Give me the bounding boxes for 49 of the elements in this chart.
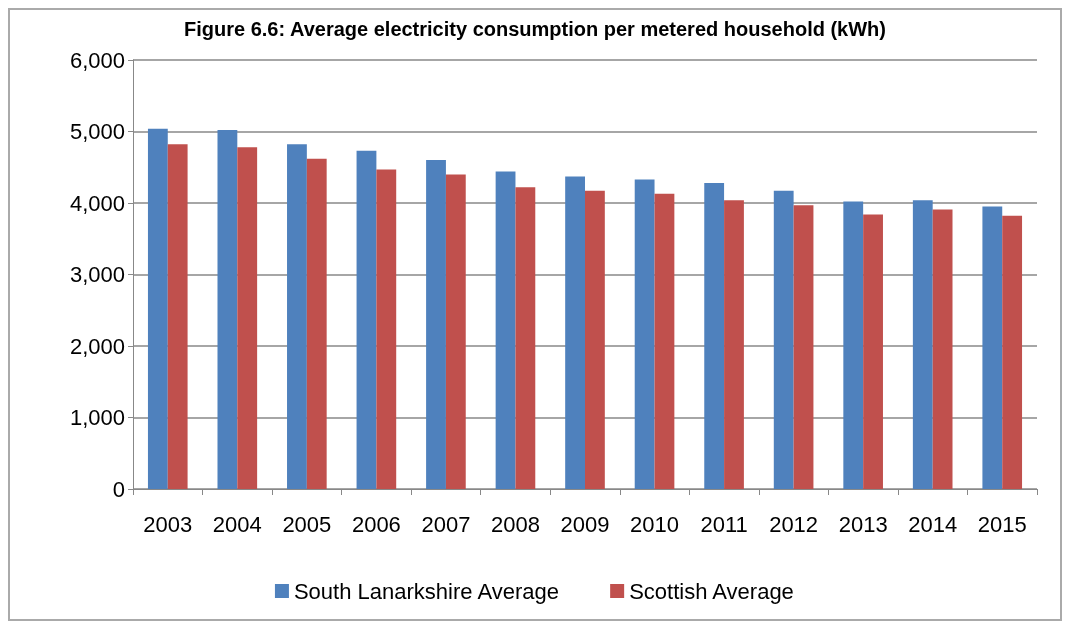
- x-tick-label: 2015: [977, 511, 1027, 537]
- chart-title: Figure 6.6: Average electricity consumption per metered household (kWh): [184, 18, 886, 40]
- x-tick-label: 2007: [421, 511, 471, 537]
- y-tick-label: 2,000: [69, 333, 125, 359]
- x-tick-label: 2014: [908, 511, 958, 537]
- bar: [793, 205, 814, 489]
- bar: [167, 144, 188, 489]
- bar: [843, 201, 864, 489]
- y-tick-label: 5,000: [69, 119, 125, 144]
- y-tick-label: 4,000: [69, 190, 125, 216]
- x-tick-label: 2012: [769, 511, 819, 537]
- y-tick-label: 1,000: [69, 405, 125, 430]
- bar: [306, 158, 327, 489]
- bar: [287, 144, 307, 489]
- bar: [217, 130, 238, 489]
- bar: [356, 150, 377, 489]
- x-tick-label: 2011: [700, 511, 748, 537]
- bar: [863, 214, 883, 489]
- bar: [426, 160, 446, 489]
- bar: [634, 179, 655, 489]
- bar: [515, 187, 536, 489]
- bar: [654, 193, 675, 489]
- x-tick-label: 2009: [560, 511, 610, 537]
- x-tick-label: 2004: [212, 511, 262, 537]
- x-tick-label: 2008: [490, 511, 540, 537]
- bar: [495, 171, 516, 489]
- x-tick-label: 2006: [351, 511, 401, 537]
- bar: [932, 209, 953, 489]
- x-tick-label: 2003: [143, 511, 193, 537]
- x-tick-label: 2010: [630, 511, 680, 537]
- bar: [1002, 215, 1023, 489]
- x-tick-label: 2013: [838, 511, 888, 537]
- y-tick-label: 0: [112, 476, 125, 502]
- x-tick-label: 2005: [282, 511, 332, 537]
- legend-label: Scottish Average: [629, 578, 794, 604]
- y-tick-label: 6,000: [69, 47, 125, 73]
- bar: [982, 206, 1003, 489]
- bar: [704, 182, 725, 489]
- legend-label: South Lanarkshire Average: [293, 578, 559, 604]
- bar: [585, 190, 605, 489]
- y-tick-label: 3,000: [69, 262, 125, 287]
- bar: [565, 176, 585, 489]
- bar: [376, 169, 397, 489]
- bar: [724, 200, 744, 489]
- bar: [445, 174, 466, 489]
- bar: [147, 128, 168, 489]
- bar: [912, 200, 933, 489]
- bar: [773, 190, 794, 489]
- bar: [237, 147, 258, 489]
